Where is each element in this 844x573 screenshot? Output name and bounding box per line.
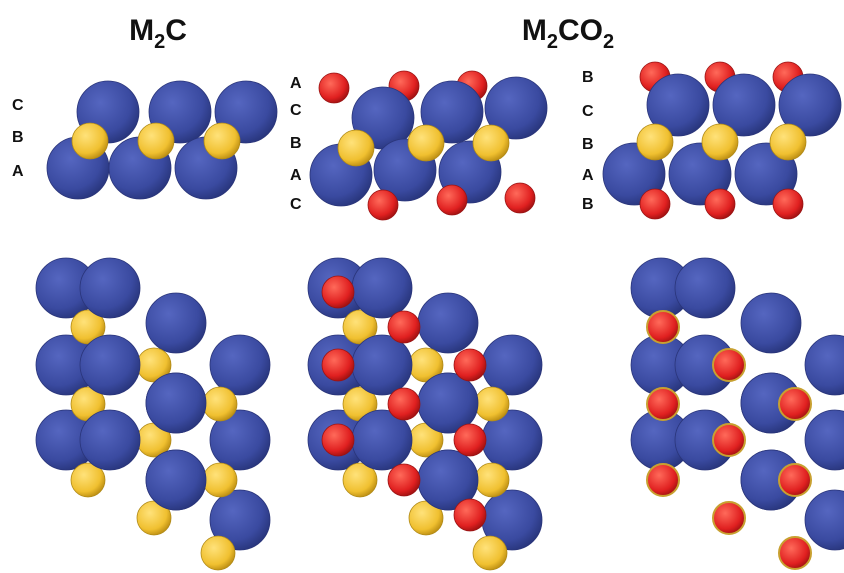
carbon-atom — [636, 123, 674, 161]
metal-atom — [804, 334, 844, 396]
side-view-m2c — [46, 80, 278, 200]
metal-atom — [484, 76, 548, 140]
metal-atom — [481, 334, 543, 396]
stack-label-m2co2b-1: B — [582, 69, 594, 86]
oxygen-atom — [321, 348, 355, 382]
metal-atom — [145, 372, 207, 434]
carbon-atom — [137, 122, 175, 160]
stack-label-m2co2b-2: C — [582, 103, 594, 120]
metal-atom — [646, 73, 710, 137]
oxygen-atom — [453, 498, 487, 532]
oxygen-atom — [367, 189, 399, 221]
metal-atom — [79, 334, 141, 396]
carbon-atom — [701, 123, 739, 161]
metal-atom — [145, 449, 207, 511]
oxygen-atom — [453, 423, 487, 457]
carbon-atom — [202, 462, 238, 498]
carbon-atom — [203, 122, 241, 160]
carbon-atom — [71, 122, 109, 160]
oxygen-atom — [639, 188, 671, 220]
oxygen-atom — [387, 310, 421, 344]
carbon-atom — [136, 500, 172, 536]
side-view-m2co2-a — [309, 70, 548, 221]
metal-atom — [209, 334, 271, 396]
carbon-atom — [408, 500, 444, 536]
carbon-atom — [474, 462, 510, 498]
carbon-atom — [342, 462, 378, 498]
carbon-atom — [200, 535, 236, 571]
metal-atom — [79, 257, 141, 319]
metal-atom — [209, 409, 271, 471]
top-view-m2c — [35, 257, 271, 571]
metal-atom — [740, 292, 802, 354]
oxygen-atom — [772, 188, 804, 220]
stack-label-m2co2a-2: C — [290, 102, 302, 119]
oxygen-atom — [646, 310, 680, 344]
oxygen-atom — [646, 387, 680, 421]
oxygen-atom — [436, 184, 468, 216]
carbon-atom — [337, 129, 375, 167]
stack-label-m2c-1: C — [12, 97, 24, 114]
stack-label-m2co2b-4: A — [582, 167, 594, 184]
metal-atom — [420, 80, 484, 144]
oxygen-atom — [646, 463, 680, 497]
stack-label-m2co2b-5: B — [582, 196, 594, 213]
stack-label-m2co2a-4: A — [290, 167, 302, 184]
stack-label-m2co2a-5: C — [290, 196, 302, 213]
metal-atom — [712, 73, 776, 137]
oxygen-atom — [387, 387, 421, 421]
oxygen-atom — [704, 188, 736, 220]
oxygen-atom — [387, 463, 421, 497]
carbon-atom — [472, 535, 508, 571]
metal-atom — [79, 409, 141, 471]
metal-atom — [674, 257, 736, 319]
oxygen-atom — [321, 423, 355, 457]
oxygen-atom — [318, 72, 350, 104]
oxygen-atom — [712, 423, 746, 457]
metal-atom — [351, 334, 413, 396]
carbon-atom — [474, 386, 510, 422]
carbon-atom — [70, 309, 106, 345]
oxygen-atom — [712, 348, 746, 382]
metal-atom — [804, 489, 844, 551]
metal-atom — [209, 489, 271, 551]
stack-label-m2co2b-3: B — [582, 136, 594, 153]
oxygen-atom — [778, 387, 812, 421]
oxygen-atom — [712, 501, 746, 535]
top-view-m2co2-b — [630, 257, 844, 570]
metal-atom — [145, 292, 207, 354]
metal-atom — [778, 73, 842, 137]
stack-label-m2co2a-3: B — [290, 135, 302, 152]
carbon-atom — [202, 386, 238, 422]
metal-atom — [417, 292, 479, 354]
stack-label-m2co2a-1: A — [290, 75, 302, 92]
oxygen-atom — [778, 463, 812, 497]
carbon-atom — [472, 124, 510, 162]
side-view-m2co2-b — [602, 61, 842, 220]
stack-label-m2c-3: A — [12, 163, 24, 180]
metal-atom — [351, 257, 413, 319]
oxygen-atom — [321, 275, 355, 309]
carbon-atom — [70, 462, 106, 498]
carbon-atom — [769, 123, 807, 161]
oxygen-atom — [504, 182, 536, 214]
carbon-atom — [342, 309, 378, 345]
title-m2c: M2C — [129, 14, 187, 53]
title-m2co2: M2CO2 — [522, 14, 614, 53]
metal-atom — [804, 409, 844, 471]
top-view-m2co2-a — [307, 257, 543, 571]
oxygen-atom — [453, 348, 487, 382]
stack-label-m2c-2: B — [12, 129, 24, 146]
oxygen-atom — [778, 536, 812, 570]
carbon-atom — [407, 124, 445, 162]
